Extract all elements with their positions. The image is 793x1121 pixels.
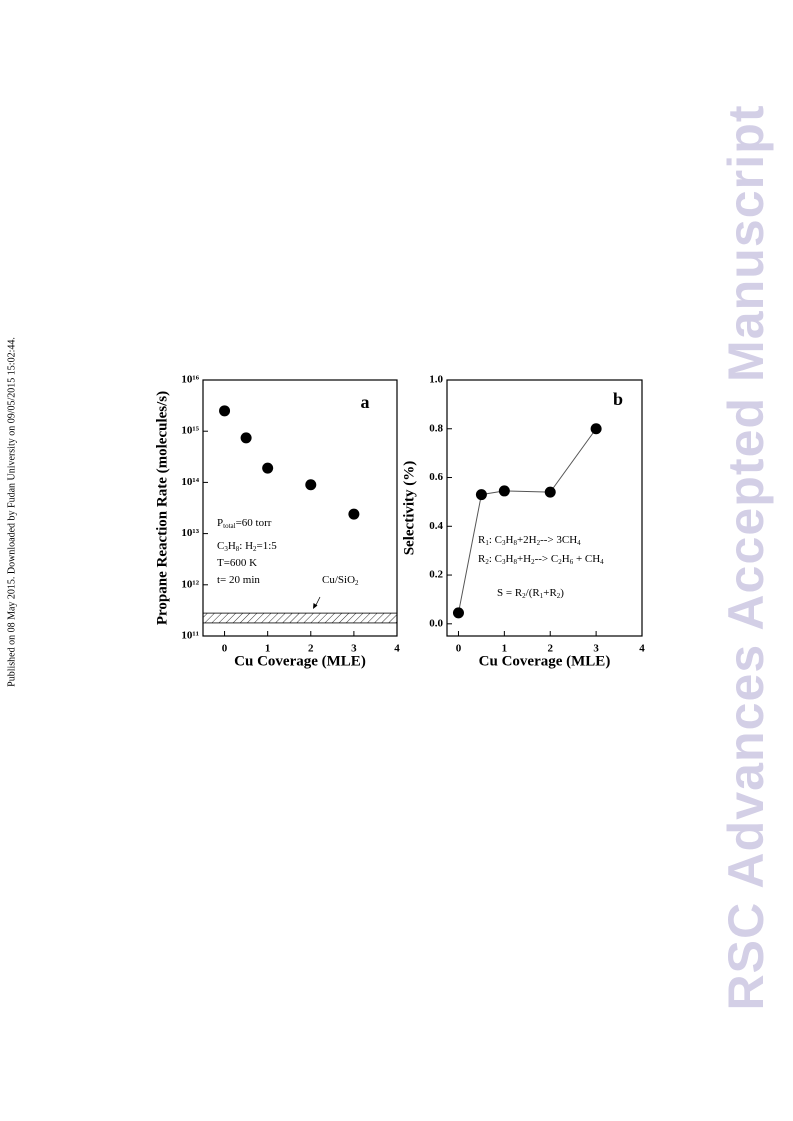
text-run: : C (489, 553, 502, 565)
x-tick-label: 1 (265, 643, 271, 655)
text-run: + CH (573, 553, 600, 565)
sidebar-text: Published on 08 May 2015. Downloaded by … (6, 337, 17, 687)
y-tick-label: 10¹⁶ (181, 374, 199, 386)
text-run: P (217, 517, 223, 529)
y-tick-label: 0.2 (429, 569, 443, 581)
panel-label: a (361, 392, 370, 412)
x-tick-label: 2 (547, 643, 553, 655)
text-run: +H (517, 553, 531, 565)
y-tick-label: 0.8 (429, 422, 443, 434)
text-run: C (217, 540, 224, 552)
text-run: ) (560, 587, 564, 599)
plot-frame (202, 379, 398, 637)
data-point (475, 489, 487, 501)
subscript: 2 (558, 558, 562, 566)
annotation: C3H8: H2=1:5 (217, 540, 277, 553)
y-axis-title: Propane Reaction Rate (molecules/s) (154, 391, 170, 625)
text-run: H (562, 553, 570, 565)
subscript: 2 (253, 545, 257, 553)
data-point (452, 607, 464, 619)
subscript: 1 (485, 539, 489, 547)
x-tick-label: 4 (639, 643, 645, 655)
text-run: =60 torr (236, 517, 272, 529)
data-point (590, 423, 602, 435)
y-tick-label: 10¹³ (181, 527, 199, 539)
subscript: 2 (355, 579, 359, 587)
text-run: /(R (526, 587, 541, 599)
subscript: 8 (513, 539, 517, 547)
y-tick-label: 0.4 (429, 520, 443, 532)
text-run: H (228, 540, 236, 552)
y-axis-title: Selectivity (%) (401, 461, 417, 556)
y-tick-label: 10¹⁴ (181, 476, 199, 488)
x-tick-label: 3 (593, 643, 599, 655)
text-run: H (506, 553, 514, 565)
watermark: RSC Advances Accepted Manuscript (718, 105, 774, 1010)
text-run: : C (489, 534, 502, 546)
text-run: --> C (535, 553, 559, 565)
subscript: 2 (531, 558, 535, 566)
band (202, 612, 398, 624)
data-point (262, 462, 274, 474)
x-tick-label: 0 (456, 643, 462, 655)
data-point (544, 486, 556, 498)
text-run: =1:5 (257, 540, 278, 552)
subscript: 1 (540, 592, 544, 600)
data-point (219, 405, 231, 417)
annotation: R2: C3H8+H2--> C2H6 + CH4 (478, 553, 604, 566)
y-tick-label: 10¹⁵ (181, 425, 199, 437)
subscript: 4 (600, 558, 604, 566)
x-tick-label: 2 (308, 643, 314, 655)
text-run: R (478, 553, 486, 565)
text-run: --> 3CH (540, 534, 577, 546)
subscript: 4 (577, 539, 581, 547)
panel-label: b (613, 389, 623, 409)
annotation: Ptotal=60 torr (217, 517, 272, 530)
x-axis-title: Cu Coverage (MLE) (234, 653, 366, 669)
x-tick-label: 0 (222, 643, 228, 655)
annotation: S = R2/(R1+R2) (497, 587, 564, 600)
y-tick-label: 1.0 (429, 374, 443, 386)
annotation: t= 20 min (217, 574, 260, 586)
text-run: T=600 K (217, 557, 257, 569)
text-run: R (478, 534, 486, 546)
x-tick-label: 4 (394, 643, 400, 655)
subscript: total (223, 522, 235, 530)
y-tick-label: 0.0 (429, 617, 443, 629)
y-tick-label: 0.6 (429, 471, 443, 483)
data-point (348, 508, 360, 520)
arrow-head (313, 603, 318, 609)
subscript: 2 (522, 592, 526, 600)
text-run: +R (543, 587, 557, 599)
subscript: 2 (537, 539, 541, 547)
text-run: +2H (517, 534, 537, 546)
data-point (498, 485, 510, 497)
subscript: 2 (557, 592, 561, 600)
annotation: Cu/SiO2 (322, 574, 359, 587)
plot-frame (446, 379, 643, 637)
subscript: 3 (502, 558, 506, 566)
data-line (457, 428, 597, 613)
x-axis-title: Cu Coverage (MLE) (479, 653, 611, 669)
subscript: 8 (513, 558, 517, 566)
text-run: H (506, 534, 514, 546)
x-tick-label: 1 (502, 643, 508, 655)
text-run: Cu/SiO (322, 574, 355, 586)
text-run: S = R (497, 587, 523, 599)
y-tick-label: 10¹² (181, 578, 199, 590)
subscript: 6 (570, 558, 574, 566)
subscript: 2 (485, 558, 489, 566)
data-point (305, 479, 317, 491)
data-point (240, 432, 252, 444)
subscript: 8 (236, 545, 240, 553)
y-tick-label: 10¹¹ (181, 630, 199, 642)
subscript: 3 (224, 545, 228, 553)
text-run: : H (239, 540, 253, 552)
annotation: R1: C3H8+2H2--> 3CH4 (478, 534, 581, 547)
text-run: t= 20 min (217, 574, 260, 586)
subscript: 3 (502, 539, 506, 547)
x-tick-label: 3 (351, 643, 357, 655)
annotation: T=600 K (217, 557, 257, 569)
